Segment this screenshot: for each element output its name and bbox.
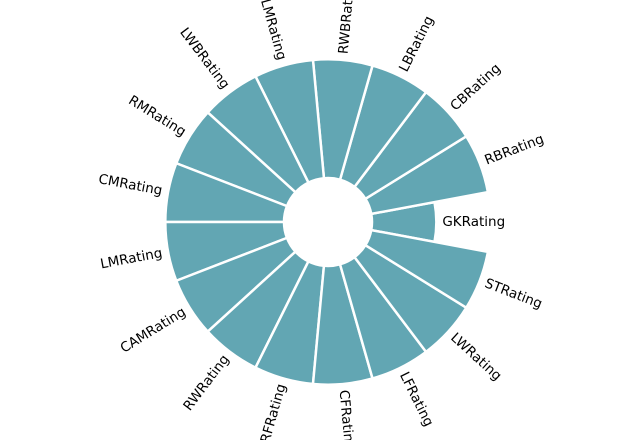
- category-label-lfrating-14: LFRating: [396, 369, 437, 429]
- category-label-lwrating-15: LWRating: [447, 330, 504, 384]
- category-label-rmrating-7: RMRating: [125, 92, 188, 140]
- bars-layer: [164, 58, 490, 386]
- bar-strating-16: [364, 228, 490, 309]
- category-label-rwrating-11: RWRating: [180, 352, 232, 414]
- category-label-camrating-10: CAMRating: [118, 304, 189, 356]
- category-label-lmrating-9: LMRating: [99, 245, 164, 272]
- category-label-rwbrating-4: RWBRating: [336, 0, 359, 55]
- category-label-gkrating-0: GKRating: [442, 214, 505, 230]
- category-label-lmrating-5: LMRating: [257, 0, 290, 62]
- category-label-rbrating-1: RBRating: [482, 131, 546, 168]
- category-label-strating-16: STRating: [482, 275, 544, 312]
- category-label-cfrating-13: CFRating: [336, 389, 358, 440]
- category-label-cmrating-8: CMRating: [97, 171, 163, 199]
- category-label-rfrating-12: RFRating: [258, 382, 290, 440]
- category-label-cbrating-2: CBRating: [447, 61, 504, 115]
- category-label-lwbrating-6: LWBRating: [176, 25, 232, 92]
- category-label-lbrating-3: LBRating: [396, 13, 437, 74]
